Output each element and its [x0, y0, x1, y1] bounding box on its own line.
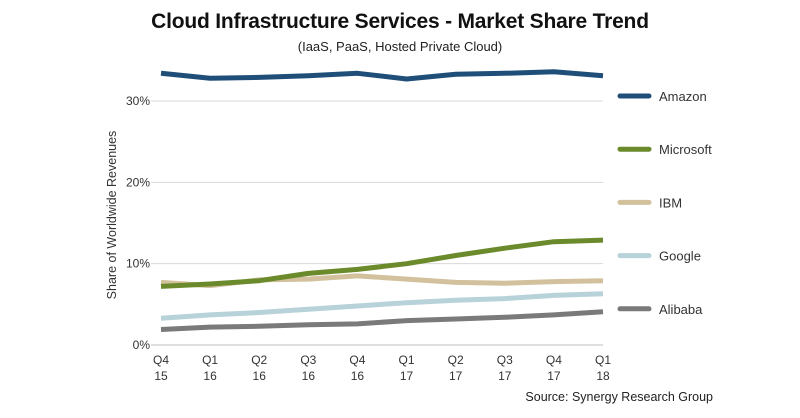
series-line-amazon	[160, 69, 604, 82]
x-tick-label-quarter: Q4	[546, 353, 562, 367]
x-tick-label-year: 16	[351, 369, 365, 383]
y-axis-ticks: 0% 10% 20% 30%	[126, 94, 150, 352]
legend-label-amazon: Amazon	[659, 89, 707, 104]
series-line-google	[160, 291, 604, 321]
x-tick-label-quarter: Q2	[251, 353, 267, 367]
x-tick-label-quarter: Q1	[595, 353, 611, 367]
y-tick-label: 10%	[126, 257, 150, 271]
legend: Amazon Microsoft IBM Google Alibaba	[617, 89, 712, 317]
source-note: Source: Synergy Research Group	[525, 390, 713, 404]
x-axis-ticks: Q4 15 Q1 16 Q2 16 Q3 16 Q4 16 Q1 17 Q2 17 Q3 17 Q4 17 Q1 18	[153, 353, 611, 383]
x-tick-label-year: 17	[449, 369, 463, 383]
x-tick-label-quarter: Q1	[399, 353, 415, 367]
y-axis-title: Share of Worldwide Revenues	[105, 131, 119, 300]
y-tick-label: 20%	[126, 175, 150, 189]
x-tick-label-quarter: Q3	[497, 353, 513, 367]
x-tick-label-year: 17	[498, 369, 512, 383]
series-line-alibaba	[160, 309, 604, 332]
x-tick-label-year: 18	[596, 369, 610, 383]
x-tick-label-year: 17	[547, 369, 561, 383]
chart-title: Cloud Infrastructure Services - Market S…	[151, 10, 649, 33]
x-tick-label-quarter: Q1	[202, 353, 218, 367]
x-tick-label-quarter: Q3	[300, 353, 316, 367]
series-line-microsoft	[160, 237, 604, 289]
x-tick-label-year: 17	[400, 369, 414, 383]
legend-label-alibaba: Alibaba	[659, 302, 703, 317]
x-tick-label-year: 16	[302, 369, 316, 383]
chart-subtitle: (IaaS, PaaS, Hosted Private Cloud)	[297, 39, 503, 54]
x-tick-label-year: 16	[253, 369, 267, 383]
legend-label-microsoft: Microsoft	[659, 142, 712, 157]
x-tick-label-quarter: Q4	[153, 353, 169, 367]
legend-label-google: Google	[659, 249, 701, 264]
y-tick-label: 30%	[126, 94, 150, 108]
y-tick-label: 0%	[133, 338, 151, 352]
gridlines	[151, 100, 603, 346]
x-tick-label-quarter: Q4	[349, 353, 365, 367]
x-tick-label-year: 16	[203, 369, 217, 383]
legend-label-ibm: IBM	[659, 195, 682, 210]
x-tick-label-quarter: Q2	[448, 353, 464, 367]
x-tick-label-year: 15	[154, 369, 168, 383]
series-lines	[160, 69, 604, 332]
